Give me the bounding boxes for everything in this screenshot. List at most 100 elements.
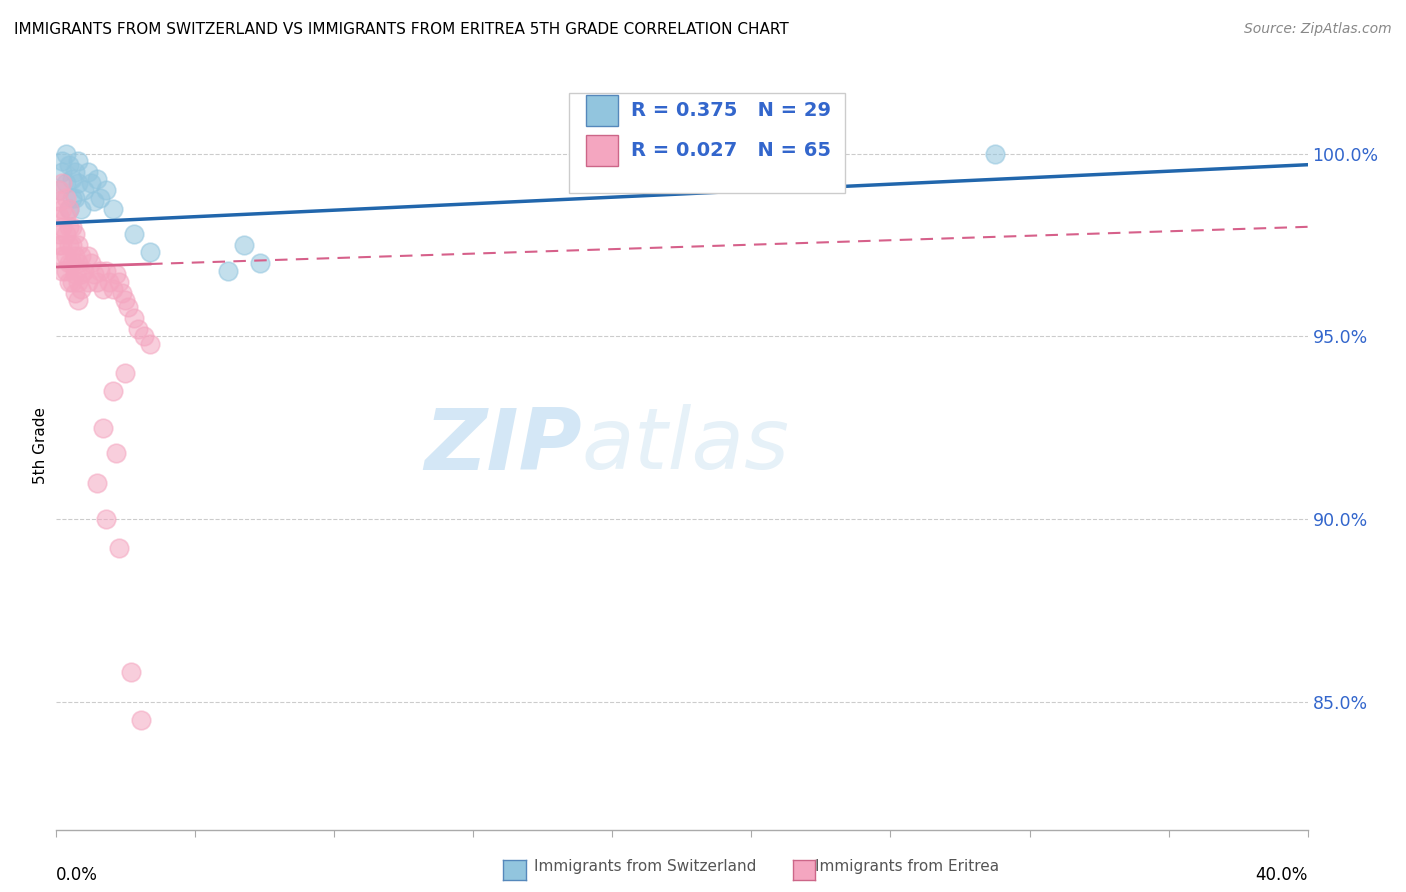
Point: [117, 300, 139, 314]
Point: [48, 183, 70, 197]
Point: [120, 665, 142, 680]
Point: [114, 293, 136, 307]
Text: Immigrants from Eritrea: Immigrants from Eritrea: [815, 859, 1000, 874]
Point: [70, 282, 93, 296]
Text: ZIP: ZIP: [425, 404, 582, 488]
FancyBboxPatch shape: [585, 136, 619, 166]
Point: [60, 275, 83, 289]
Point: [139, 336, 162, 351]
Point: [86, 275, 108, 289]
Point: [124, 227, 146, 241]
Point: [51, 176, 73, 190]
Text: atlas: atlas: [582, 404, 790, 488]
Point: [58, 158, 80, 172]
Point: [104, 268, 127, 282]
Point: [609, 146, 631, 161]
Point: [67, 275, 90, 289]
Point: [63, 249, 86, 263]
Point: [48, 227, 70, 241]
Point: [96, 263, 118, 277]
Point: [73, 183, 96, 197]
Text: Immigrants from Switzerland: Immigrants from Switzerland: [534, 859, 756, 874]
Point: [60, 256, 83, 270]
Point: [60, 191, 83, 205]
Point: [89, 263, 111, 277]
Point: [91, 282, 114, 296]
Point: [79, 176, 101, 190]
Point: [70, 249, 93, 263]
Point: [86, 475, 108, 490]
Point: [70, 268, 93, 282]
Point: [55, 191, 77, 205]
FancyBboxPatch shape: [585, 95, 619, 126]
Point: [108, 275, 131, 289]
Point: [76, 249, 98, 263]
Point: [60, 238, 83, 252]
Point: [55, 263, 77, 277]
Text: 40.0%: 40.0%: [1256, 866, 1308, 884]
Point: [58, 202, 80, 216]
Point: [101, 202, 124, 216]
Point: [55, 146, 77, 161]
Point: [104, 446, 127, 460]
Point: [101, 384, 124, 399]
Point: [70, 202, 93, 216]
Point: [60, 172, 83, 186]
Point: [48, 194, 70, 209]
Point: [55, 209, 77, 223]
Point: [51, 165, 73, 179]
Point: [233, 238, 256, 252]
Point: [79, 256, 101, 270]
Point: [89, 191, 111, 205]
Point: [76, 275, 98, 289]
Point: [58, 202, 80, 216]
Point: [51, 249, 73, 263]
Point: [67, 238, 90, 252]
Point: [67, 154, 90, 169]
Point: [51, 263, 73, 277]
Point: [51, 238, 73, 252]
Text: Source: ZipAtlas.com: Source: ZipAtlas.com: [1244, 22, 1392, 37]
Point: [96, 512, 118, 526]
Point: [101, 282, 124, 296]
Point: [67, 293, 90, 307]
Point: [83, 268, 105, 282]
Point: [67, 176, 90, 190]
Point: [63, 165, 86, 179]
Point: [124, 311, 146, 326]
Point: [96, 183, 118, 197]
Point: [60, 219, 83, 234]
Point: [58, 219, 80, 234]
Point: [58, 256, 80, 270]
Point: [127, 322, 149, 336]
Point: [76, 165, 98, 179]
Point: [129, 713, 152, 727]
Point: [217, 263, 239, 277]
Point: [58, 238, 80, 252]
Point: [73, 263, 96, 277]
Text: 0.0%: 0.0%: [56, 866, 98, 884]
Point: [55, 249, 77, 263]
Point: [48, 183, 70, 197]
Text: R = 0.375   N = 29: R = 0.375 N = 29: [631, 102, 831, 120]
Point: [63, 285, 86, 300]
Point: [48, 209, 70, 223]
Text: R = 0.027   N = 65: R = 0.027 N = 65: [631, 141, 831, 161]
Text: IMMIGRANTS FROM SWITZERLAND VS IMMIGRANTS FROM ERITREA 5TH GRADE CORRELATION CHA: IMMIGRANTS FROM SWITZERLAND VS IMMIGRANT…: [14, 22, 789, 37]
Point: [108, 541, 131, 556]
Point: [58, 275, 80, 289]
Point: [55, 176, 77, 190]
Point: [111, 285, 134, 300]
Point: [984, 146, 1007, 161]
Point: [51, 219, 73, 234]
Point: [132, 329, 155, 343]
Point: [91, 421, 114, 435]
Y-axis label: 5th Grade: 5th Grade: [32, 408, 48, 484]
Point: [63, 227, 86, 241]
Point: [139, 245, 162, 260]
Point: [67, 256, 90, 270]
Point: [51, 202, 73, 216]
Point: [86, 172, 108, 186]
Point: [249, 256, 271, 270]
Point: [51, 154, 73, 169]
